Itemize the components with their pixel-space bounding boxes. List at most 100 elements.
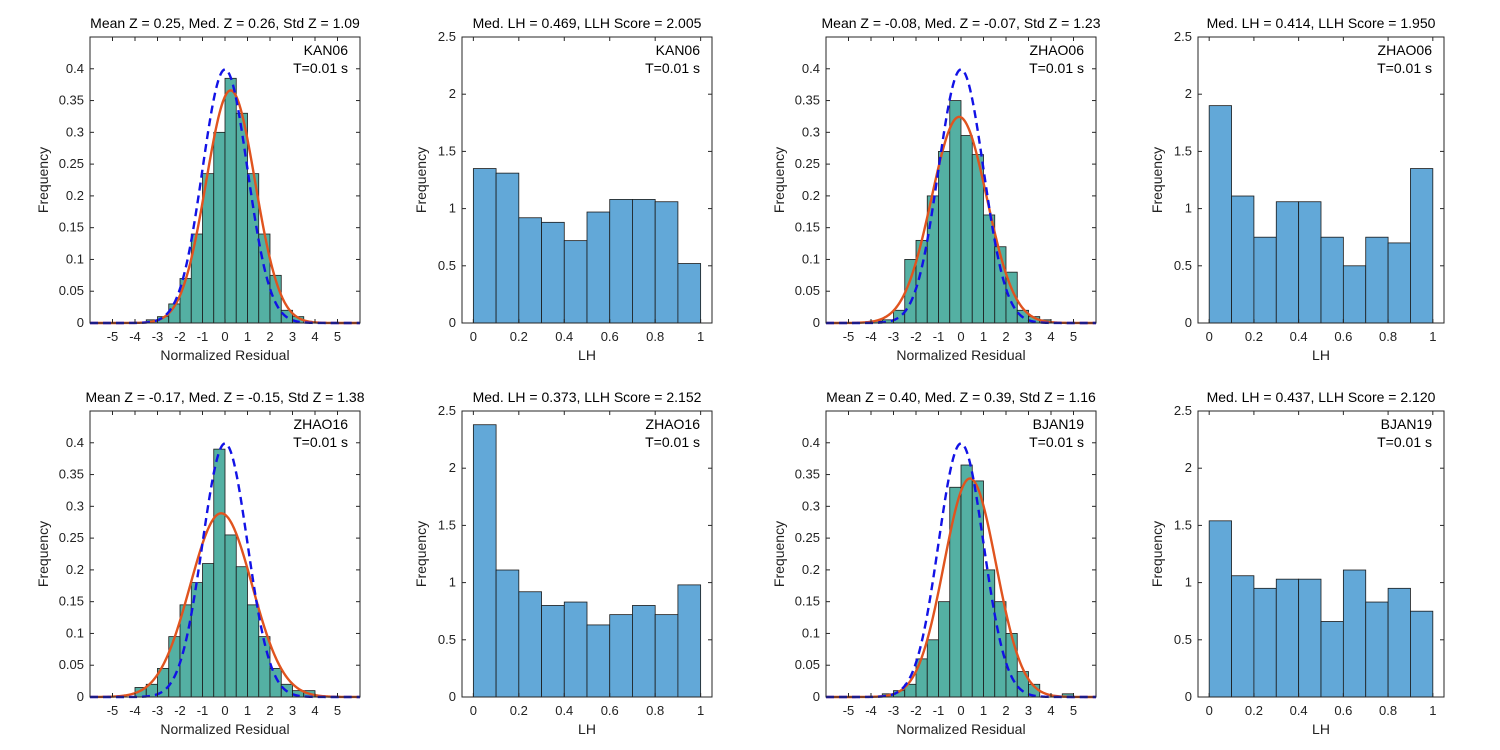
histogram-bar: [1275, 201, 1300, 324]
x-tick-label: 1: [980, 329, 987, 344]
x-tick-label: 2: [1002, 329, 1009, 344]
x-tick-label: 5: [1070, 329, 1077, 344]
histogram-bar: [495, 172, 520, 324]
model-annotation: BJAN19: [1381, 416, 1433, 432]
histogram-bar: [1387, 587, 1411, 698]
histogram-bar: [1410, 610, 1434, 698]
y-tick-label: 2: [1185, 460, 1192, 475]
x-tick-label: 0: [957, 703, 964, 718]
y-axis-label: Frequency: [35, 521, 51, 587]
y-tick-label: 1.5: [1174, 517, 1192, 532]
y-axis-label: Frequency: [1149, 521, 1165, 587]
y-tick-label: 0.5: [438, 258, 456, 273]
y-axis-label: Frequency: [413, 147, 429, 213]
model-annotation: ZHAO16: [646, 416, 701, 432]
x-tick-label: -3: [152, 329, 164, 344]
y-tick-label: 0.05: [59, 657, 84, 672]
y-tick-label: 2: [449, 86, 456, 101]
panel-lh-zhao06: 0 0.2 0.4 0.6 0.8 1 0 0.5 1 1.5 2 2.5 Med. LH = 0.41…: [1149, 15, 1445, 363]
y-tick-label: 0.15: [59, 594, 84, 609]
histogram-bar: [1320, 236, 1344, 324]
chart-title: Med. LH = 0.437, LLH Score = 2.120: [1207, 389, 1436, 405]
histogram-bar: [541, 221, 565, 324]
histogram-bar: [213, 131, 226, 324]
chart-title: Mean Z = 0.25, Med. Z = 0.26, Std Z = 1.…: [90, 15, 360, 31]
y-tick-label: 0.4: [802, 61, 820, 76]
histogram-bar: [1365, 601, 1389, 698]
x-tick-label: 5: [334, 329, 341, 344]
y-tick-label: 0: [1185, 689, 1192, 704]
x-tick-label: -5: [107, 703, 119, 718]
x-tick-label: -1: [197, 329, 209, 344]
x-tick-label: -2: [174, 329, 186, 344]
x-tick-label: 0: [470, 329, 477, 344]
histogram-bar: [609, 614, 633, 698]
x-tick-label: -5: [843, 329, 855, 344]
x-tick-label: 1: [244, 703, 251, 718]
period-annotation: T=0.01 s: [1029, 60, 1084, 76]
y-tick-label: 0.15: [795, 594, 820, 609]
x-tick-label: 5: [334, 703, 341, 718]
y-tick-label: 1: [449, 201, 456, 216]
histogram-bar: [960, 464, 973, 698]
y-tick-label: 0.4: [66, 435, 84, 450]
x-tick-label: -4: [865, 703, 877, 718]
x-tick-label: 0: [1206, 703, 1213, 718]
y-tick-label: 2.5: [438, 29, 456, 44]
histogram-bar: [1298, 578, 1322, 698]
histogram-bar: [563, 240, 588, 324]
x-axis-label: Normalized Residual: [896, 347, 1025, 363]
x-tick-label: -4: [129, 703, 141, 718]
histogram-bar: [938, 601, 951, 698]
chart-title: Mean Z = -0.17, Med. Z = -0.15, Std Z = …: [86, 389, 365, 405]
y-tick-label: 0.35: [59, 467, 84, 482]
panel-lh-zhao16: 0 0.2 0.4 0.6 0.8 1 0 0.5 1 1.5 2 2.5 Med. LH = 0.37…: [413, 389, 713, 737]
histogram-bar: [960, 135, 973, 324]
x-tick-label: 0.4: [555, 329, 573, 344]
x-tick-label: 2: [1002, 703, 1009, 718]
histogram-bar: [1208, 520, 1232, 698]
y-tick-label: 0.25: [795, 530, 820, 545]
y-tick-label: 0.3: [66, 498, 84, 513]
x-tick-label: -5: [843, 703, 855, 718]
y-tick-label: 2.5: [438, 403, 456, 418]
y-tick-label: 0.35: [795, 93, 820, 108]
histogram-bar: [213, 448, 226, 698]
x-tick-label: 0.8: [1379, 329, 1397, 344]
panel-residual-kan06: -5 -4 -3 -2 -1 0 1 2 3 4 5 0 0.05 0.1 0.15 0.2 0.25 0.3 0.…: [35, 15, 361, 363]
x-tick-label: 0.2: [1245, 703, 1263, 718]
y-axis-label: Frequency: [1149, 147, 1165, 213]
x-tick-label: -5: [107, 329, 119, 344]
x-tick-label: -2: [174, 703, 186, 718]
y-tick-label: 0.1: [802, 251, 820, 266]
panel-residual-bjan19: -5 -4 -3 -2 -1 0 1 2 3 4 5 0 0.05 0.1 0.15 0.2 0.25 0.3 0.…: [771, 389, 1097, 737]
y-tick-label: 0: [813, 315, 820, 330]
histogram-bar: [1387, 242, 1411, 324]
x-tick-label: 0: [1206, 329, 1213, 344]
histogram-bar: [541, 605, 565, 698]
x-tick-label: 4: [311, 329, 318, 344]
x-tick-label: 2: [266, 703, 273, 718]
x-tick-label: 3: [289, 329, 296, 344]
y-tick-label: 1.5: [438, 143, 456, 158]
histogram-bar: [235, 566, 248, 698]
x-tick-label: 1: [1429, 703, 1436, 718]
x-tick-label: 1: [697, 329, 704, 344]
x-tick-label: 5: [1070, 703, 1077, 718]
y-axis-label: Frequency: [413, 521, 429, 587]
y-tick-label: 2: [1185, 86, 1192, 101]
y-tick-label: 0: [449, 315, 456, 330]
y-tick-label: 0.25: [795, 156, 820, 171]
x-tick-label: 0: [470, 703, 477, 718]
panel-lh-kan06: 0 0.2 0.4 0.6 0.8 1 0 0.5 1 1.5 2 2.5 Med. LH = 0.46…: [413, 15, 713, 363]
x-tick-label: 3: [1025, 703, 1032, 718]
histogram-bar: [1253, 236, 1277, 324]
histogram-bar: [949, 100, 962, 324]
x-tick-label: -3: [888, 329, 900, 344]
x-tick-label: 0.6: [601, 329, 619, 344]
x-tick-label: 0.2: [510, 329, 528, 344]
histogram-bar: [472, 168, 497, 324]
x-tick-label: -4: [129, 329, 141, 344]
y-tick-label: 0.2: [802, 188, 820, 203]
period-annotation: T=0.01 s: [645, 60, 700, 76]
